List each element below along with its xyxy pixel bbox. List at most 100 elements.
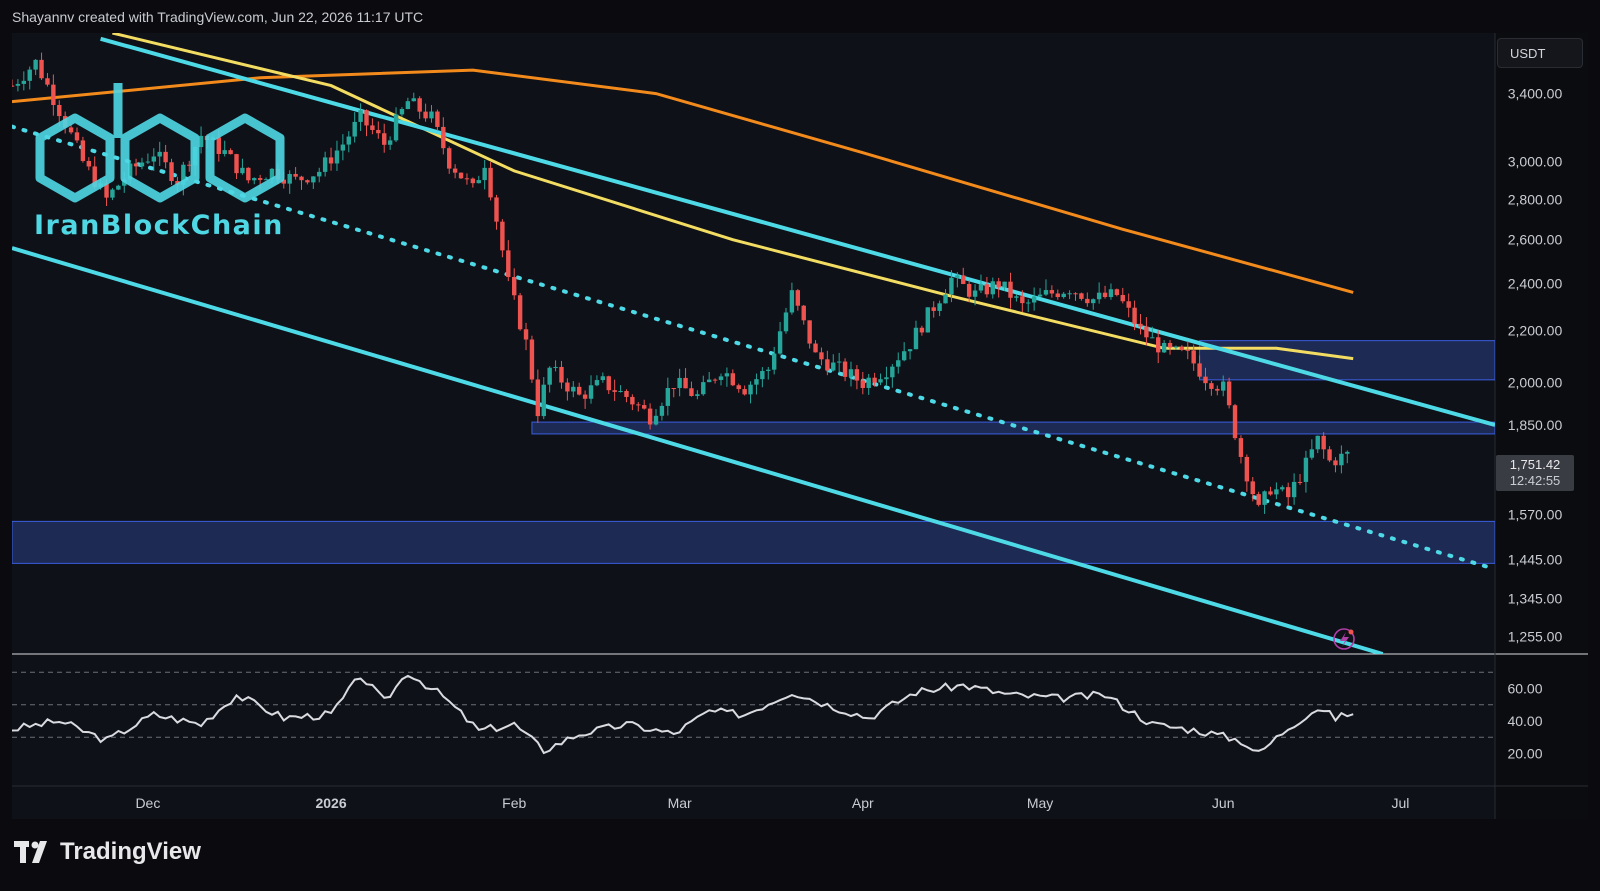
candle — [1185, 341, 1190, 360]
time-tick-label: Feb — [502, 795, 526, 811]
candle — [831, 354, 836, 372]
candle — [1232, 403, 1238, 441]
price-tick-label: 2,600.00 — [1508, 232, 1563, 248]
candle — [641, 399, 647, 410]
candle — [1020, 290, 1025, 313]
price-axis[interactable]: 3,400.00 3,000.00 2,800.00 2,600.00 2,400.00… — [1507, 86, 1562, 762]
candle — [328, 147, 334, 171]
candle — [1091, 298, 1096, 310]
candle — [393, 107, 399, 143]
time-tick-label: Jul — [1392, 795, 1410, 811]
candle — [523, 322, 529, 351]
candle — [872, 372, 877, 387]
candle — [305, 179, 310, 185]
candle — [718, 373, 724, 386]
currency-selector[interactable]: USDT — [1497, 38, 1583, 68]
candle — [488, 162, 493, 201]
candle — [1268, 486, 1273, 496]
time-axis[interactable]: Dec 2026 Feb Mar Apr May Jun Jul — [135, 795, 1409, 811]
candle — [571, 381, 576, 398]
rsi-tick-label: 60.00 — [1507, 681, 1542, 697]
candle — [1002, 281, 1007, 291]
candle — [689, 381, 694, 397]
candle — [777, 321, 783, 355]
support-zone-3 — [12, 520, 1495, 564]
candle — [198, 126, 204, 154]
candle — [33, 59, 38, 76]
rsi-tick-label: 20.00 — [1507, 746, 1542, 762]
tradingview-brand[interactable]: TradingView — [14, 838, 201, 866]
candle — [1108, 283, 1114, 300]
time-tick-label: Jun — [1212, 795, 1235, 811]
candle — [1333, 457, 1338, 473]
candle — [535, 369, 541, 423]
candle — [1327, 446, 1332, 463]
candle — [234, 153, 239, 180]
candle — [866, 373, 871, 395]
candle — [1096, 282, 1102, 304]
candle — [1114, 288, 1120, 297]
candle — [736, 383, 741, 393]
candle — [955, 272, 960, 288]
candle — [12, 79, 15, 88]
candle — [884, 366, 889, 387]
candle — [452, 164, 458, 179]
candle — [1209, 380, 1214, 396]
candle — [577, 382, 582, 396]
candle — [771, 346, 777, 375]
candle — [742, 385, 747, 396]
candle — [1132, 300, 1137, 331]
candle — [287, 170, 292, 194]
candle — [878, 373, 883, 386]
candle — [110, 188, 115, 201]
candle — [517, 292, 523, 331]
candle — [21, 71, 27, 91]
last-price-countdown: 12:42:55 — [1510, 473, 1561, 488]
candle — [417, 96, 422, 119]
candle — [476, 175, 481, 184]
candle — [429, 105, 434, 123]
brand-name: TradingView — [60, 838, 201, 865]
candle — [825, 350, 830, 376]
candle — [890, 364, 895, 388]
candle — [653, 409, 659, 426]
candle — [1297, 474, 1303, 485]
price-tick-label: 1,570.00 — [1508, 506, 1563, 522]
alert-icon[interactable] — [1333, 628, 1355, 650]
candle — [978, 274, 984, 294]
candle — [1262, 490, 1267, 514]
candle — [139, 157, 145, 170]
candle — [1244, 454, 1250, 492]
candle — [1026, 299, 1031, 313]
candle — [334, 140, 340, 171]
candle — [376, 121, 381, 139]
candle — [1173, 345, 1179, 350]
candle — [1055, 289, 1060, 300]
candle — [1150, 326, 1155, 339]
candle — [907, 349, 913, 360]
time-tick-label: Mar — [668, 795, 692, 811]
candle — [1138, 314, 1143, 335]
price-tick-label: 1,445.00 — [1508, 552, 1563, 568]
candle — [1286, 482, 1291, 506]
candle — [683, 368, 688, 389]
candle — [1339, 445, 1344, 474]
candle — [801, 304, 806, 325]
candle — [724, 367, 730, 387]
price-tick-label: 2,200.00 — [1508, 323, 1563, 339]
candle — [594, 375, 600, 387]
candle — [665, 377, 671, 416]
candle — [1102, 285, 1108, 299]
price-tick-label: 1,255.00 — [1508, 628, 1563, 644]
candle — [807, 320, 812, 349]
candle — [984, 276, 990, 298]
candle — [51, 74, 56, 116]
candle — [553, 360, 558, 372]
lines-layer — [12, 33, 1495, 654]
candle — [854, 365, 860, 390]
last-price-value: 1,751.42 — [1510, 457, 1561, 472]
candle — [494, 194, 499, 230]
candle — [263, 177, 269, 181]
candle — [1179, 345, 1185, 352]
